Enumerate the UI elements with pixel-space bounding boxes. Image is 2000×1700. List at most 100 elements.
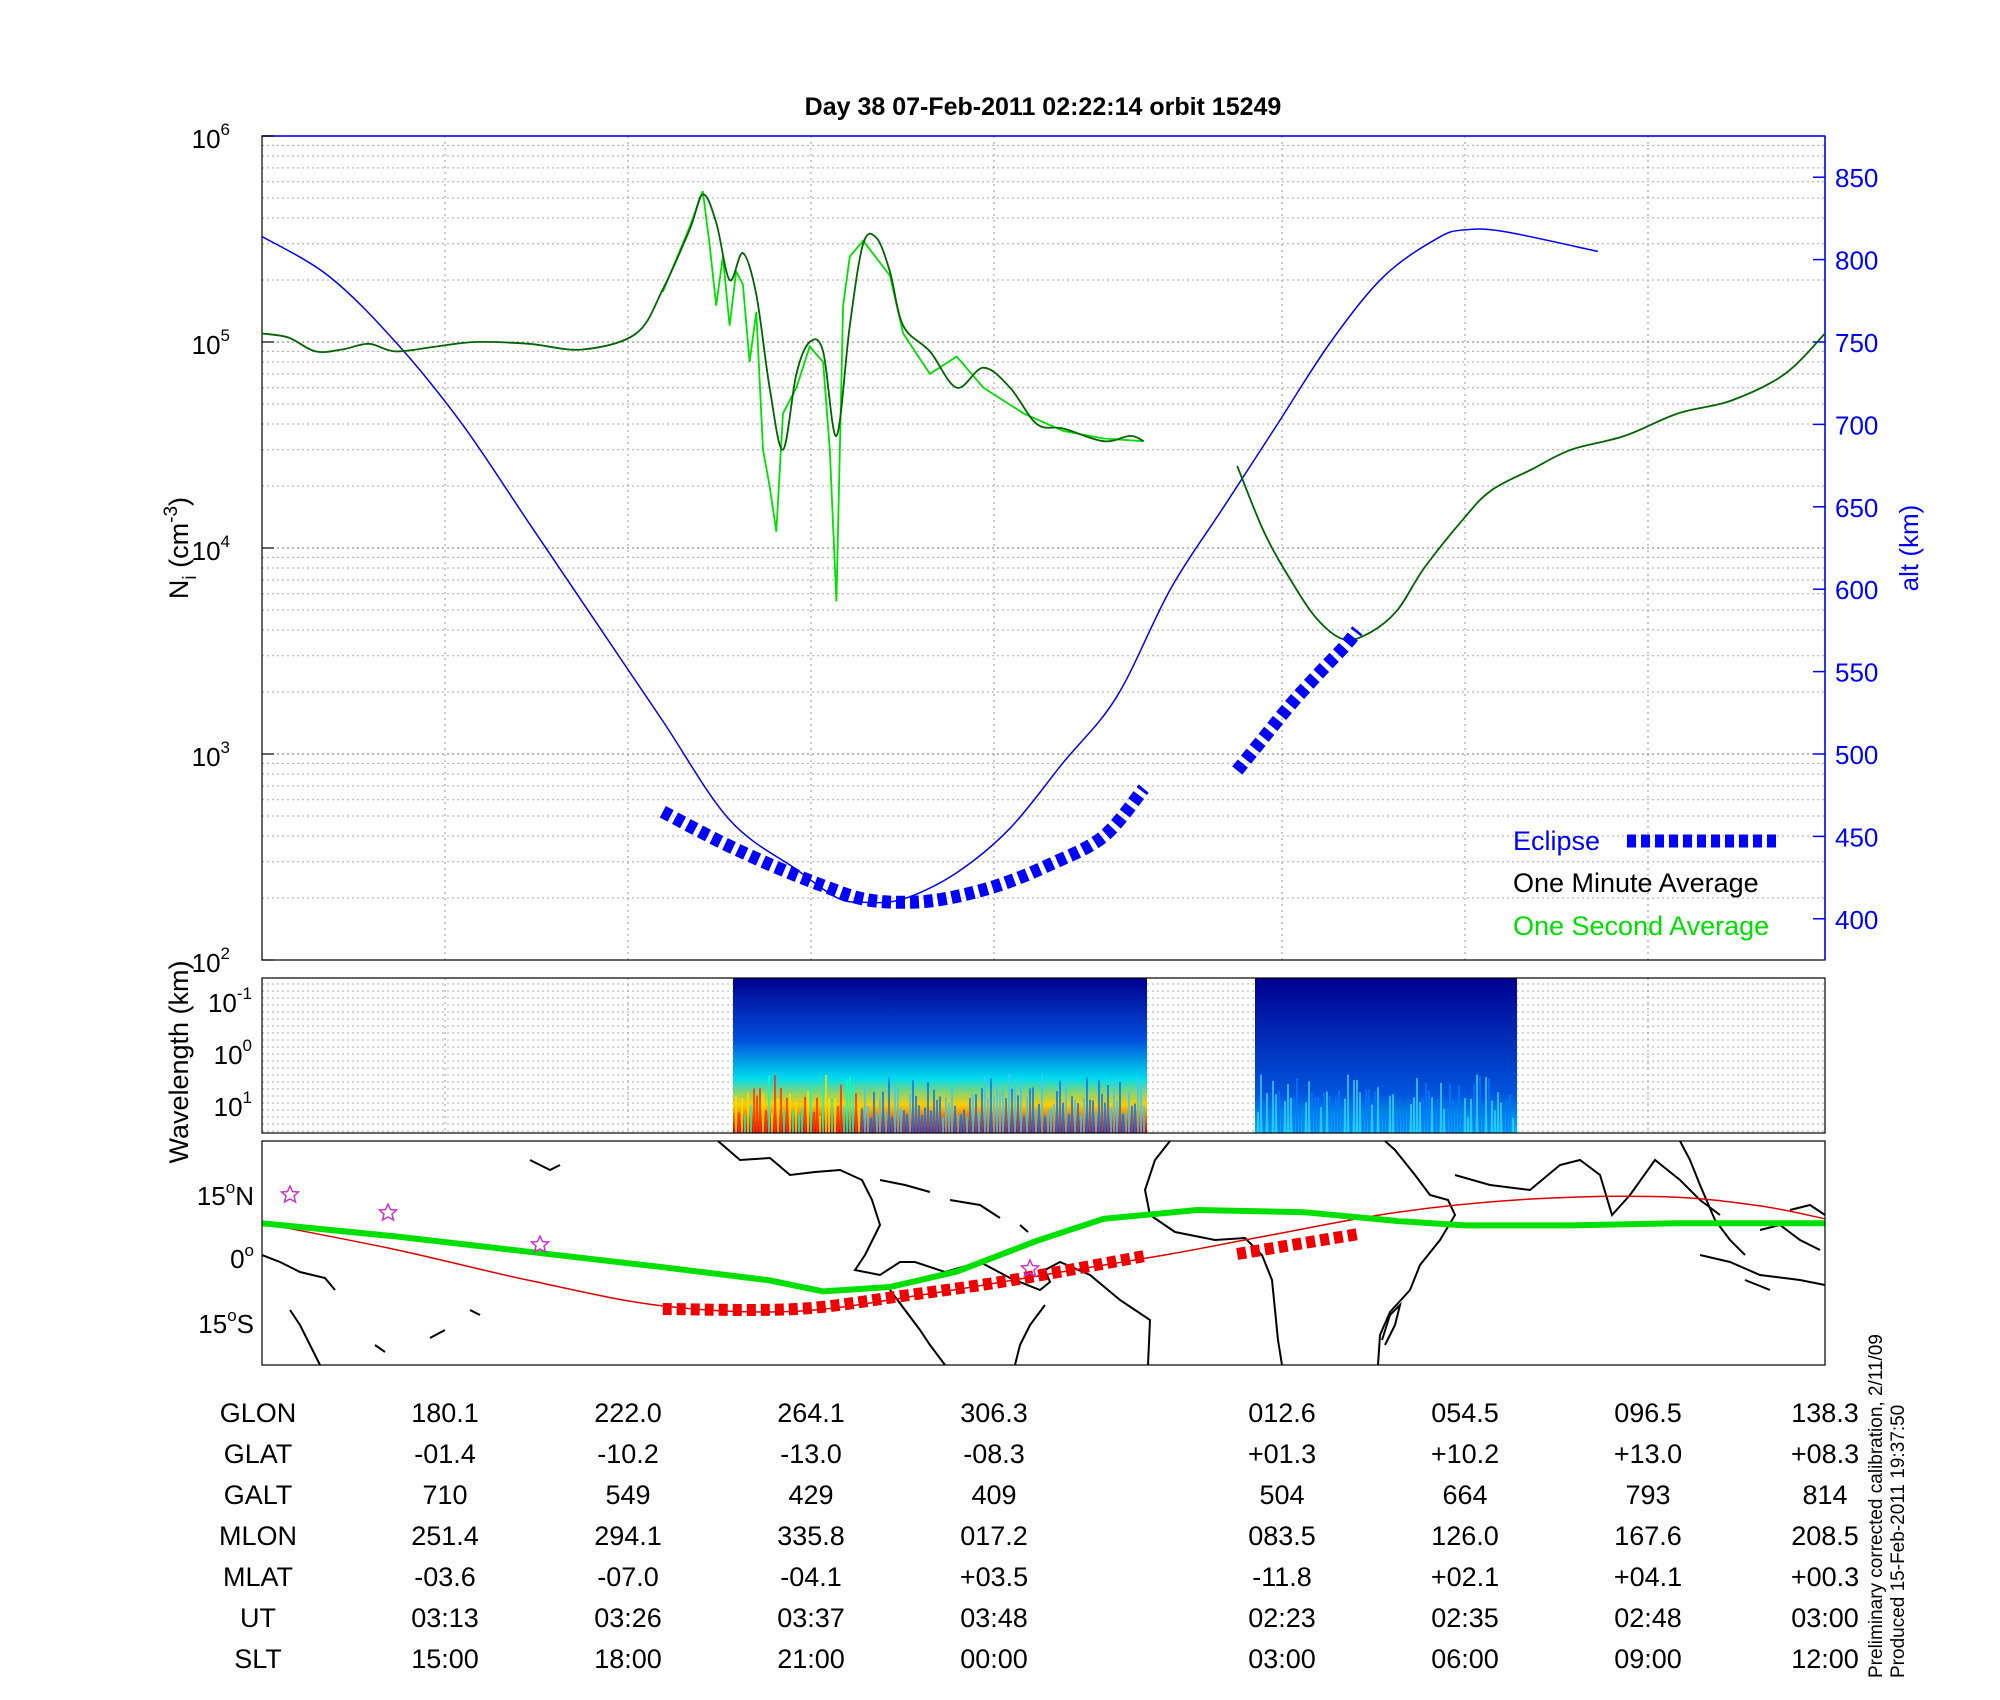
spectrogram-stripe [924,1107,926,1133]
table-cell: 549 [605,1480,650,1510]
spectrogram-stripe [747,1091,749,1133]
spectrogram-stripe [1368,1089,1370,1133]
spectrogram-stripe [963,1109,965,1133]
spectrogram-stripe [987,1097,989,1133]
spectrogram-stripe [822,1087,824,1133]
spectrogram-stripe [1398,1114,1400,1133]
spectrogram-stripe [1104,1102,1106,1133]
spectrogram-stripe [1032,1087,1034,1133]
spectrogram-stripe [927,1082,929,1133]
spectrogram-stripe [1455,1117,1457,1133]
spectrogram-stripe [903,1110,905,1133]
spectrogram-stripe [1305,1102,1307,1133]
spectrogram-stripe [966,1116,968,1133]
spectrogram-stripe [1494,1110,1496,1133]
left-tick-label: 106 [192,120,230,154]
spectrogram-stripe [942,1117,944,1133]
spectrogram-stripe [789,1093,791,1133]
spectrogram-stripe [1347,1074,1349,1133]
table-cell: 138.3 [1791,1398,1859,1428]
legend-eclipse-label: Eclipse [1513,826,1600,856]
table-row-label: MLAT [223,1562,293,1592]
spectrogram-stripe [1122,1114,1124,1133]
spectrogram-stripe [909,1093,911,1133]
spectrogram-stripe [774,1074,776,1133]
spectrogram-stripe [1506,1100,1508,1133]
table-cell: -01.4 [414,1439,476,1469]
spectrogram-stripe [900,1107,902,1133]
spectrogram-stripe [816,1097,818,1133]
spectrogram-stripe [1026,1096,1028,1133]
table-cell: 054.5 [1431,1398,1499,1428]
table-cell: 126.0 [1431,1521,1499,1551]
spectrogram-stripe [981,1088,983,1133]
spectrogram-stripe [885,1112,887,1133]
spectrogram-stripe [918,1105,920,1133]
spectrogram-stripe [960,1114,962,1133]
geographic-track [262,1195,1825,1313]
spectrogram-stripe [1356,1079,1358,1133]
spectrogram-stripe [1311,1093,1313,1133]
spectrogram-stripe [801,1107,803,1133]
table-cell: 409 [971,1480,1016,1510]
left-tick-label: 105 [192,326,230,360]
spectrogram-stripe [939,1096,941,1133]
spectrogram-stripe [1008,1074,1010,1133]
spectrogram-stripe [894,1086,896,1133]
spectrogram-stripe [1410,1103,1412,1133]
right-tick-label: 450 [1835,822,1878,852]
spectrogram-stripe [1389,1095,1391,1133]
table-cell: 03:26 [594,1603,662,1633]
left-axis-label: Ni (cm-3) [161,497,201,599]
spectrogram-stripe [1113,1078,1115,1133]
spectrogram-stripe [1266,1092,1268,1133]
table-cell: 710 [422,1480,467,1510]
spectrogram-stripe [831,1098,833,1133]
spectrogram-stripe [1134,1103,1136,1133]
spectrogram-stripe [795,1102,797,1133]
spectrogram-stripe [1011,1088,1013,1133]
spectrogram-stripe [798,1114,800,1133]
world-map [262,1141,1825,1365]
coastline-africa [1143,1141,1457,1365]
spectrogram-stripe [819,1115,821,1133]
spectrogram-stripe [1041,1074,1043,1133]
spectrogram-stripe [1350,1110,1352,1133]
table-cell: 12:00 [1791,1644,1859,1674]
wavelength-tick-label: 10-1 [208,984,252,1018]
calibration-note: Preliminary corrected calibration, 2/11/… [1866,1334,1887,1678]
spectrogram-stripe [1002,1089,1004,1133]
spectrogram-stripe [1014,1084,1016,1133]
spectrogram-stripe [1293,1098,1295,1133]
spectrogram-stripe [807,1090,809,1133]
table-cell: +04.1 [1614,1562,1682,1592]
spectrogram-stripe [870,1117,872,1133]
latitude-tick-label: 15oN [197,1178,254,1211]
spectrogram-stripe [1371,1104,1373,1133]
map-stars [279,1184,1041,1278]
spectrogram-stripe [786,1097,788,1133]
spectrogram-stripe [810,1083,812,1133]
spectrogram-stripe [1077,1103,1079,1133]
spectrogram-stripe [876,1113,878,1133]
table-cell: +13.0 [1614,1439,1682,1469]
spectrogram-stripe [1017,1095,1019,1133]
spectrogram-texture-1 [735,1074,1145,1133]
legend: Eclipse One Minute Average One Second Av… [1513,826,1778,941]
spectrogram-stripe [912,1080,914,1133]
spectrogram-stripe [1500,1102,1502,1133]
table-cell: 180.1 [411,1398,479,1428]
table-cell: +01.3 [1248,1439,1316,1469]
spectrogram-stripe [1329,1095,1331,1133]
spectrogram-stripe [1335,1097,1337,1133]
spectrogram-stripe [1386,1115,1388,1133]
top-panel-grid [262,136,1826,961]
coastline-arabia-india [1454,1158,1721,1217]
spectrogram-texture-2 [1257,1074,1514,1133]
spectrogram-stripe [1413,1097,1415,1133]
spectrogram-stripe [1509,1094,1511,1133]
spectrogram-stripe [1290,1097,1292,1133]
table-cell: -03.6 [414,1562,476,1592]
table-cell: 09:00 [1614,1644,1682,1674]
table-cell: -13.0 [780,1439,842,1469]
